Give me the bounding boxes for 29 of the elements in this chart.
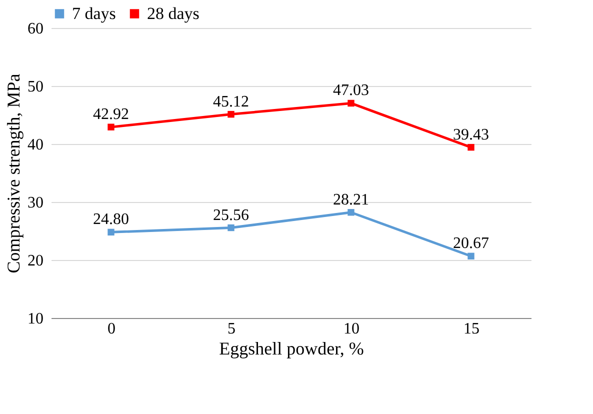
x-tick-label: 15 bbox=[464, 320, 480, 338]
legend-label: 7 days bbox=[72, 4, 116, 23]
point bbox=[348, 100, 354, 107]
y-tick-label: 60 bbox=[28, 20, 44, 38]
data-label: 39.43 bbox=[453, 126, 489, 144]
legend-label: 28 days bbox=[147, 4, 200, 23]
y-axis-title: Compressive strength, MPa bbox=[4, 74, 24, 274]
point bbox=[108, 228, 114, 236]
x-tick-label: 10 bbox=[344, 320, 360, 338]
y-tick-label: 40 bbox=[28, 136, 44, 154]
y-tick-label: 30 bbox=[28, 194, 44, 212]
data-label: 47.03 bbox=[333, 82, 369, 100]
y-tick-label: 50 bbox=[28, 78, 44, 96]
point bbox=[468, 144, 474, 151]
y-tick-label: 20 bbox=[28, 252, 44, 270]
data-label: 42.92 bbox=[93, 106, 129, 124]
data-label: 28.21 bbox=[333, 191, 369, 208]
point bbox=[108, 124, 114, 130]
x-tick-label: 5 bbox=[228, 320, 236, 338]
data-label: 20.67 bbox=[453, 235, 489, 252]
data-label: 25.56 bbox=[213, 206, 249, 224]
x-tick-label: 0 bbox=[108, 320, 116, 338]
point bbox=[468, 252, 474, 260]
point bbox=[228, 110, 234, 118]
data-label: 45.12 bbox=[213, 93, 249, 110]
data-label: 24.80 bbox=[93, 211, 129, 228]
x-axis-title: Eggshell powder, % bbox=[219, 338, 364, 358]
point bbox=[348, 209, 354, 216]
point bbox=[228, 224, 234, 232]
